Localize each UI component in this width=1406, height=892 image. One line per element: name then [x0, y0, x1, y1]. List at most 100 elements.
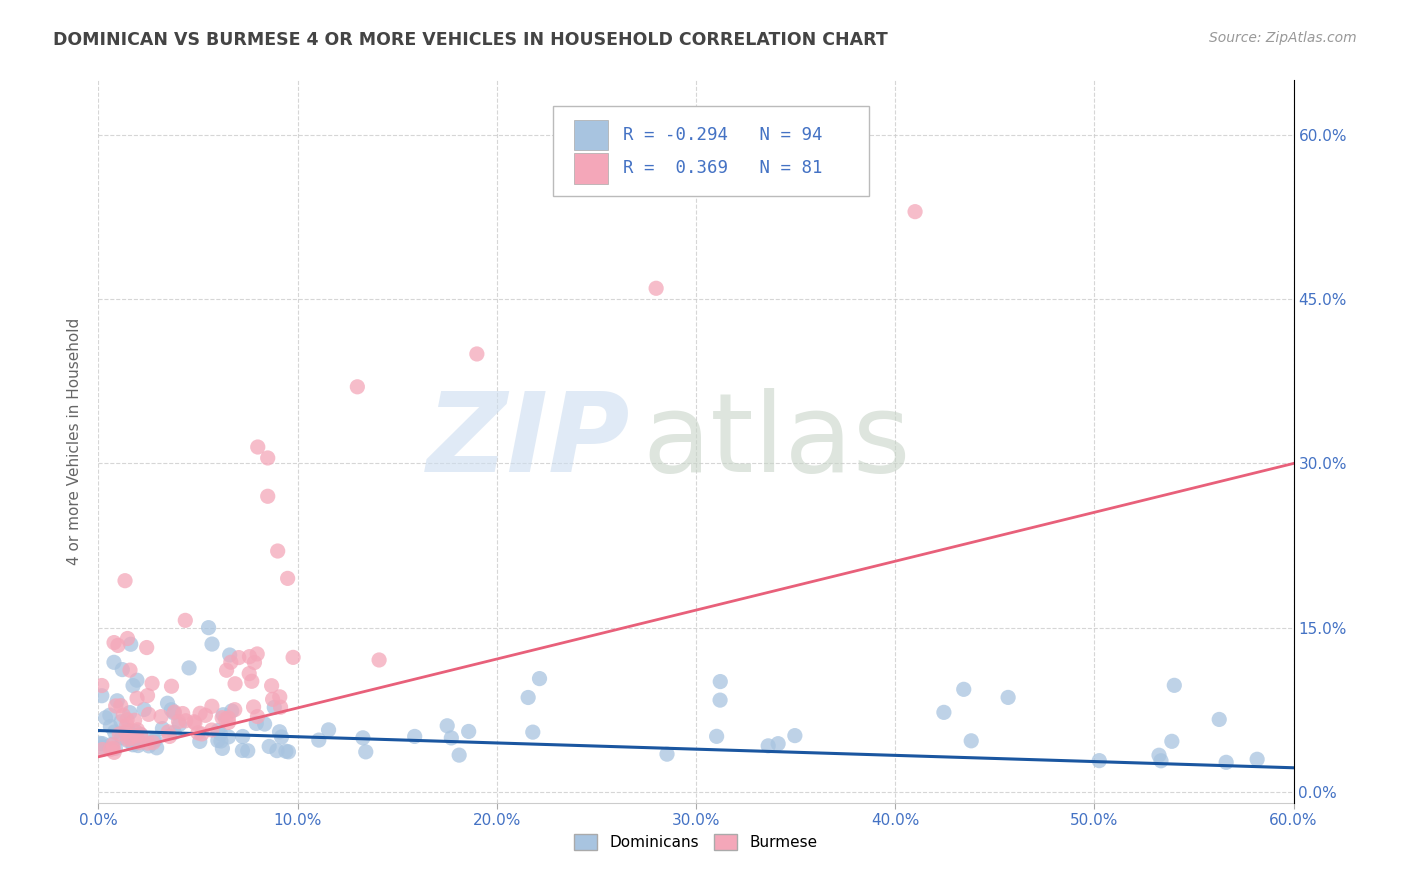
Point — [128, 735, 150, 749]
Point — [242, 700, 264, 714]
Point — [256, 450, 278, 465]
Point — [121, 731, 143, 745]
Point — [104, 741, 127, 756]
Point — [209, 734, 232, 748]
Point — [354, 745, 377, 759]
Point — [404, 730, 426, 744]
Point — [465, 347, 488, 361]
Point — [177, 661, 200, 675]
Point — [1147, 748, 1170, 763]
Point — [124, 724, 146, 739]
Point — [103, 635, 125, 649]
Point — [655, 747, 678, 761]
Point — [277, 571, 299, 585]
Point — [129, 727, 152, 741]
Point — [209, 727, 232, 741]
Point — [136, 689, 159, 703]
Point — [103, 745, 125, 759]
Point — [270, 700, 292, 714]
Point — [157, 725, 180, 739]
Point — [932, 706, 955, 720]
Point — [1215, 756, 1237, 770]
Point — [270, 730, 292, 744]
Point — [107, 639, 129, 653]
Point — [256, 489, 278, 503]
Point — [281, 650, 304, 665]
Point — [253, 717, 276, 731]
Point — [101, 741, 124, 756]
Point — [201, 699, 224, 714]
Point — [122, 738, 145, 752]
Point — [238, 649, 260, 664]
Point — [167, 714, 190, 729]
Point — [142, 733, 165, 747]
Point — [120, 637, 142, 651]
Point — [352, 731, 374, 745]
Point — [960, 734, 983, 748]
Point — [100, 742, 122, 756]
Point — [232, 730, 254, 744]
Point — [214, 712, 236, 726]
Point — [522, 725, 544, 739]
Point — [706, 730, 728, 744]
Point — [174, 613, 197, 627]
Point — [246, 709, 269, 723]
Point — [91, 737, 114, 751]
Point — [246, 647, 269, 661]
Point — [127, 723, 149, 737]
Point — [436, 719, 458, 733]
Point — [766, 737, 789, 751]
Point — [207, 733, 229, 747]
Point — [240, 674, 263, 689]
Point — [221, 704, 243, 718]
Point — [1150, 754, 1173, 768]
Point — [98, 708, 121, 723]
Point — [91, 740, 114, 755]
Point — [152, 722, 174, 736]
Point — [141, 676, 163, 690]
Point — [246, 440, 269, 454]
Point — [150, 709, 173, 723]
Text: ZIP: ZIP — [427, 388, 630, 495]
Point — [211, 711, 233, 725]
FancyBboxPatch shape — [553, 105, 869, 196]
Point — [117, 723, 139, 738]
Point — [101, 738, 124, 752]
Point — [194, 708, 217, 723]
Point — [188, 734, 211, 748]
Point — [207, 723, 229, 738]
Point — [108, 727, 131, 741]
Point — [111, 663, 134, 677]
Point — [517, 690, 540, 705]
Point — [457, 724, 479, 739]
Point — [218, 715, 240, 730]
Text: Source: ZipAtlas.com: Source: ZipAtlas.com — [1209, 31, 1357, 45]
Point — [135, 640, 157, 655]
Point — [122, 679, 145, 693]
Point — [274, 744, 297, 758]
Point — [105, 694, 128, 708]
Y-axis label: 4 or more Vehicles in Household: 4 or more Vehicles in Household — [67, 318, 83, 566]
Point — [1208, 713, 1230, 727]
Point — [169, 717, 191, 731]
Point — [125, 673, 148, 688]
Point — [262, 692, 284, 706]
Point — [236, 744, 259, 758]
Point — [124, 713, 146, 727]
Point — [201, 637, 224, 651]
Point — [529, 672, 551, 686]
Point — [346, 380, 368, 394]
Point — [440, 731, 463, 745]
Point — [145, 740, 167, 755]
Point — [117, 732, 139, 747]
Point — [224, 677, 246, 691]
Point — [159, 730, 181, 744]
Point — [269, 724, 291, 739]
Point — [1163, 678, 1185, 692]
Text: R =  0.369   N = 81: R = 0.369 N = 81 — [623, 160, 823, 178]
Point — [449, 748, 471, 763]
Point — [103, 725, 125, 739]
Point — [163, 705, 186, 719]
Point — [125, 729, 148, 743]
Point — [709, 693, 731, 707]
